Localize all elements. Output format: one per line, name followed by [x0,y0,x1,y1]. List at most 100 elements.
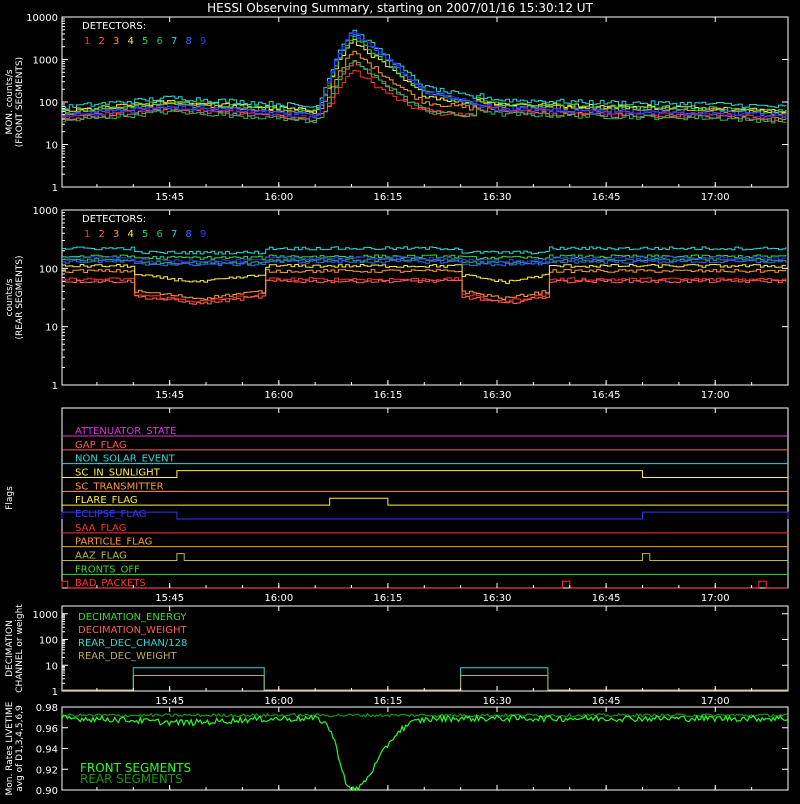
decimation-panel-xtick-label: 16:15 [373,696,402,707]
rear-panel-xtick-label: 15:45 [155,390,184,401]
flags-panel-xtick-label: 16:30 [483,593,512,604]
rear-panel-ytick-label: 10 [45,323,58,334]
decimation-legend-item: REAR_DEC_CHAN/128 [78,638,187,649]
rear-panel-ylabel: (REAR SEGMENTS) [15,255,25,339]
rear-series-line-4 [62,264,786,284]
front-panel-legend-item: 9 [200,36,206,47]
rear-panel-ytick-label: 100 [39,264,58,275]
flag-label: SC_TRANSMITTER [75,481,164,492]
front-panel-xtick-label: 15:45 [155,192,184,203]
decimation-panel-xtick-label: 16:00 [264,696,293,707]
decimation-series-line [62,675,788,691]
decimation-series-line [62,667,788,691]
flag-line [61,580,788,589]
livetime-panel-ylabel: avg of D1,3,4,5,6,9 [15,705,25,792]
front-panel-ylabel: (FRONT SEGMENTS) [15,57,25,147]
livetime-legend-item: REAR SEGMENTS [80,772,183,786]
front-panel-legend-item: 1 [84,36,90,47]
rear-panel-legend-item: 4 [128,229,134,240]
rear-panel-legend-item: 7 [171,229,177,240]
livetime-series-line [61,712,788,718]
livetime-ytick-label: 0.94 [36,745,58,756]
flag-label: FLARE_FLAG [75,495,138,506]
rear-series-line-1 [62,277,787,304]
rear-series-line-9 [62,256,787,263]
rear-panel-ytick-label: 1000 [33,206,58,217]
front-series-line-6 [62,61,787,124]
rear-panel-xtick-label: 16:15 [373,390,402,401]
livetime-panel-ylabel: Mon. Rates LIVETIME [5,701,15,795]
decimation-legend-item: REAR_DEC_WEIGHT [78,651,177,662]
front-panel-xtick-label: 16:00 [264,192,293,203]
front-panel-legend-item: 2 [99,36,105,47]
chart-title: HESSI Observing Summary, starting on 200… [207,1,593,15]
front-panel-legend-item: 6 [157,36,163,47]
flag-label: PARTICLE_FLAG [75,537,152,548]
flag-label: FRONTS_OFF [75,564,140,575]
front-panel-legend-item: 5 [142,36,148,47]
decimation-panel-xtick-label: 15:45 [155,696,184,707]
flag-line [62,497,788,506]
flag-line [62,553,788,561]
front-panel-xtick-label: 16:15 [373,192,402,203]
livetime-ytick-label: 0.96 [36,724,58,735]
rear-panel-frame [61,209,789,386]
front-panel-legend-item: 3 [113,36,119,47]
flag-label: NON_SOLAR_EVENT [75,454,176,465]
livetime-series-line [61,713,788,792]
front-panel-ylabel: MON. counts/s [5,69,15,134]
decimation-panel-frame [61,605,789,692]
rear-panel-legend-item: 8 [186,229,192,240]
front-series-line-3 [62,50,787,116]
rear-series-line-5 [62,254,787,260]
front-panel-xtick-label: 16:30 [483,192,512,203]
rear-panel-ytick-label: 1 [52,381,58,392]
rear-panel-legend-item: 5 [142,229,148,240]
front-panel-ytick-label: 1000 [33,56,58,67]
decimation-panel-ytick-label: 10 [45,661,58,672]
flags-panel-ylabel: Flags [5,486,15,510]
rear-panel-xtick-label: 16:45 [592,390,621,401]
front-series-line-9 [62,31,787,119]
flag-label: BAD_PACKETS [75,578,146,589]
flag-label: GAP_FLAG [75,440,127,451]
rear-panel-legend-title: DETECTORS: [82,214,146,225]
livetime-legend-item: FRONT SEGMENTS [80,761,191,775]
rear-panel-legend-item: 3 [113,229,119,240]
livetime-ytick-label: 0.90 [36,786,58,797]
decimation-panel-xtick-label: 17:00 [701,696,730,707]
front-panel-xtick-label: 16:45 [592,192,621,203]
rear-panel-legend-item: 9 [200,229,206,240]
flags-panel-xtick-label: 16:15 [373,593,402,604]
decimation-panel-ytick-label: 1 [52,687,58,698]
rear-series-line-7 [62,246,787,255]
rear-series-line-8 [62,259,787,267]
front-panel-legend-item: 4 [128,36,134,47]
front-panel-xtick-label: 17:00 [701,192,730,203]
decimation-panel-xtick-label: 16:30 [483,696,512,707]
flags-panel-xtick-label: 15:45 [155,593,184,604]
decimation-panel-ytick-label: 100 [39,636,58,647]
decimation-panel-ylabel: CHANNEL or weight [15,604,25,693]
decimation-panel-xtick-label: 16:45 [592,696,621,707]
livetime-ytick-label: 0.92 [36,765,58,776]
decimation-legend-item: DECIMATION_ENERGY [78,612,187,623]
flag-label: SAA_FLAG [75,523,126,534]
livetime-ytick-label: 0.98 [36,703,58,714]
rear-series-line-2 [62,279,787,305]
front-panel-legend-title: DETECTORS: [82,21,146,32]
flag-label: SC_IN_SUNLIGHT [75,468,161,479]
rear-series-line-3 [62,269,787,300]
decimation-panel-ylabel: DECIMATION [5,620,15,677]
rear-panel-xtick-label: 16:30 [483,390,512,401]
front-panel-legend-item: 8 [186,36,192,47]
rear-panel-legend-item: 6 [157,229,163,240]
flag-label: ATTENUATOR_STATE [75,426,176,437]
rear-panel-xtick-label: 17:00 [701,390,730,401]
decimation-panel-ytick-label: 1000 [33,610,58,621]
flags-panel-xtick-label: 16:45 [592,593,621,604]
front-panel-legend-item: 7 [171,36,177,47]
rear-panel-ylabel: counts/s [5,278,15,316]
